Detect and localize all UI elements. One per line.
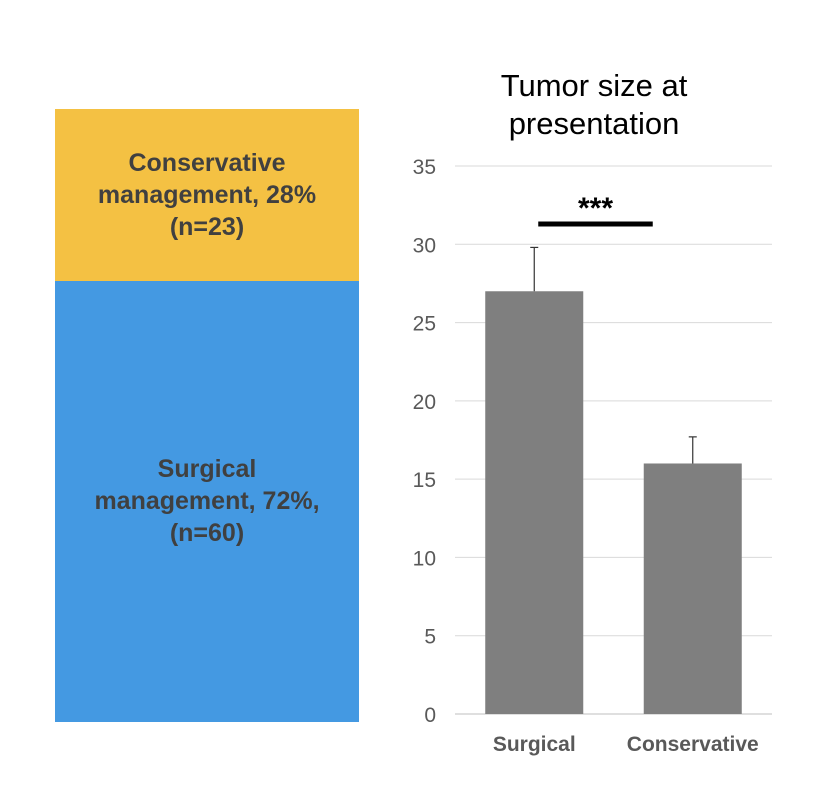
stack-segment-label: Surgical management, 72%, (n=60) [94, 455, 320, 548]
y-tick-label: 15 [413, 469, 436, 492]
bar-conservative [643, 463, 742, 714]
y-tick-label: 10 [413, 547, 436, 570]
significance-label: *** [578, 192, 613, 225]
stack-segment-conservative: Conservative management, 28% (n=23) [55, 109, 359, 281]
y-tick-label: 30 [413, 234, 436, 257]
management-stacked-bar: Conservative management, 28% (n=23) Surgi… [55, 109, 359, 722]
chart-title: Tumor size at presentation [501, 68, 688, 141]
y-tick-label: 0 [424, 704, 436, 727]
x-tick-label: Conservative [627, 733, 759, 756]
y-tick-label: 20 [413, 391, 436, 414]
y-tick-label: 5 [424, 626, 436, 649]
y-tick-label: 25 [413, 313, 436, 336]
stack-segment-label: Conservative management, 28% (n=23) [97, 148, 317, 241]
bar-surgical [485, 291, 584, 714]
stack-segment-surgical: Surgical management, 72%, (n=60) [55, 280, 359, 722]
y-tick-label: 35 [413, 156, 436, 179]
x-tick-label: Surgical [493, 733, 576, 756]
